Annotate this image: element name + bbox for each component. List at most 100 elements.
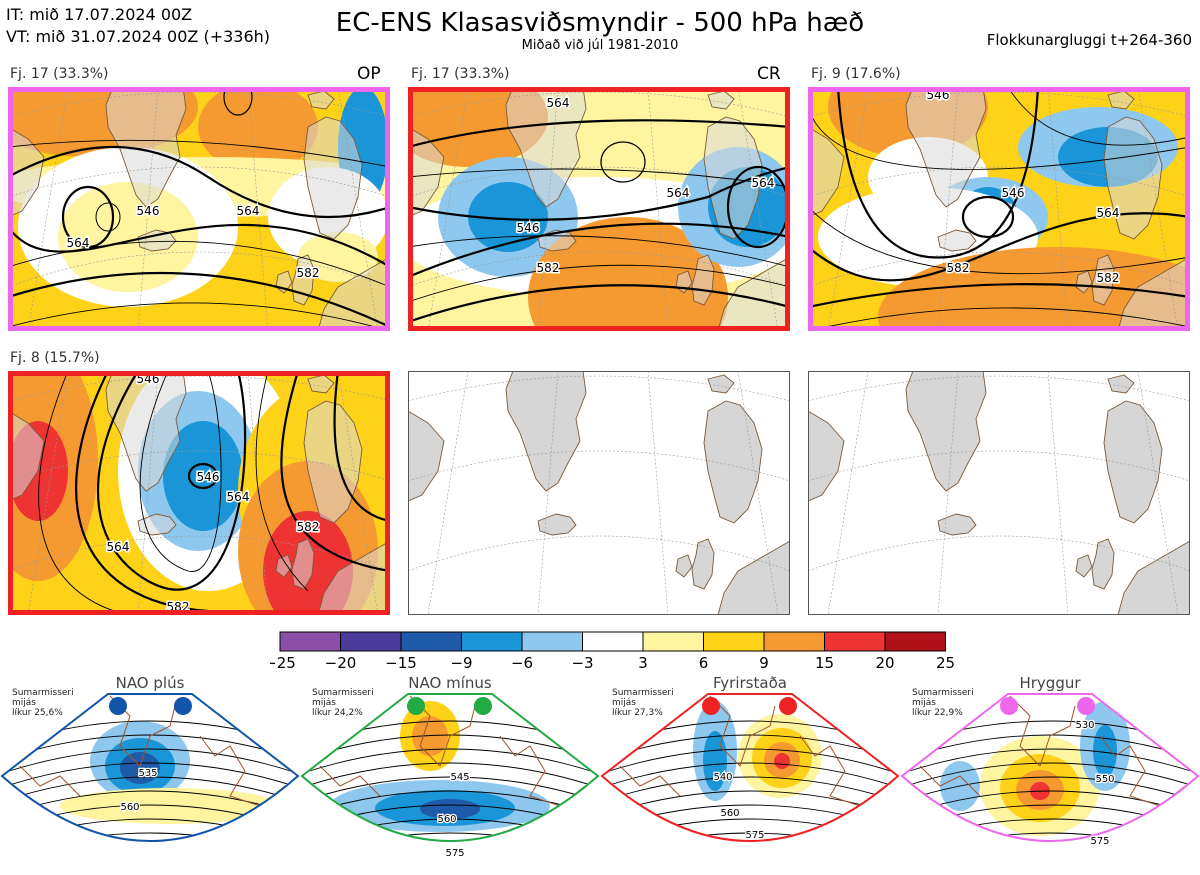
graticule bbox=[8, 371, 390, 615]
contour-line bbox=[95, 202, 121, 232]
europe-landmass bbox=[1117, 540, 1190, 615]
regime-info: Sumarmisseri mijás líkur 27,3% bbox=[612, 688, 674, 718]
iceland-landmass bbox=[137, 229, 177, 252]
regime-contour-label: 545 bbox=[450, 772, 469, 783]
scandinavia-landmass bbox=[1103, 400, 1163, 524]
regime-contour-label: 540 bbox=[713, 772, 732, 783]
contour-line bbox=[8, 139, 390, 168]
cluster-map-4: 546 546 564 564 582 582 bbox=[8, 371, 390, 615]
longitude-line bbox=[737, 87, 779, 331]
contour-line bbox=[8, 146, 390, 219]
land-layer bbox=[408, 371, 790, 615]
regime-contour-label: 560 bbox=[720, 808, 739, 819]
contour-label: 564 bbox=[547, 96, 570, 110]
regime-contour-label: 550 bbox=[1095, 774, 1114, 785]
regime-contour-line bbox=[2, 734, 298, 761]
regime-contour-line bbox=[902, 776, 1198, 803]
regime-marker-dot bbox=[474, 697, 492, 715]
latitude-line bbox=[8, 535, 390, 572]
anomaly-area bbox=[558, 87, 738, 137]
regime-contour-line bbox=[2, 832, 298, 841]
colorbar-tick-label: −25 bbox=[270, 654, 296, 672]
contour-line bbox=[408, 168, 790, 188]
iceland-landmass bbox=[937, 513, 977, 536]
latitude-line bbox=[808, 535, 1190, 572]
regime-contour-line bbox=[302, 748, 598, 775]
longitude-line bbox=[537, 371, 559, 615]
britain-landmass bbox=[691, 254, 715, 306]
regime-svg: 540 560 575 bbox=[600, 693, 900, 842]
regime-border bbox=[300, 693, 600, 842]
colorbar-tick-label: −3 bbox=[571, 654, 593, 672]
contour-label: 546 bbox=[1002, 186, 1025, 200]
land-layer bbox=[808, 371, 1190, 615]
contour-line bbox=[1007, 87, 1190, 146]
latitude-line bbox=[8, 375, 390, 402]
longitude-line bbox=[827, 87, 869, 331]
latitude-line bbox=[408, 450, 790, 482]
contour-label: 564 bbox=[237, 204, 260, 218]
colorbar-tick-label: 3 bbox=[638, 654, 648, 672]
contour-label: 582 bbox=[297, 266, 320, 280]
regime-info-clim: mijás bbox=[12, 698, 36, 708]
contour-line bbox=[408, 165, 790, 221]
regime-svg: 530 550 575 bbox=[900, 693, 1200, 848]
coast-america bbox=[19, 765, 81, 797]
greenland-landmass bbox=[505, 371, 587, 492]
regime-contour-line bbox=[2, 776, 298, 803]
contour-label: 564 bbox=[667, 186, 690, 200]
regime-svg: 535 560 bbox=[0, 693, 300, 842]
height-contours bbox=[38, 371, 390, 615]
latitude-line bbox=[408, 91, 790, 118]
longitude-line bbox=[827, 371, 869, 615]
canada-landmass bbox=[808, 410, 845, 502]
cluster-map-3: 546 546 564 582 582 bbox=[808, 87, 1190, 331]
europe-landmass bbox=[717, 540, 790, 615]
ireland-landmass bbox=[675, 554, 693, 578]
contour-label: 582 bbox=[1097, 271, 1120, 285]
anomaly-area bbox=[58, 182, 198, 292]
contour-line bbox=[97, 371, 247, 591]
regime-contour-line bbox=[602, 762, 898, 789]
regime-info-clim: mijás bbox=[912, 698, 936, 708]
colorbar-segment bbox=[824, 631, 886, 652]
regime-contour-line bbox=[2, 748, 298, 775]
regime-anomaly bbox=[120, 752, 160, 784]
regime-nao-minus: NAO mínus Sumarmisseri mijás líkur 24,2% 545… bbox=[300, 674, 600, 871]
regime-marker-dot bbox=[779, 697, 797, 715]
canada-landmass bbox=[408, 410, 445, 502]
regime-title: Fyrirstaða bbox=[713, 674, 787, 692]
colorbar-tick-label: −20 bbox=[325, 654, 357, 672]
greenland-landmass bbox=[905, 371, 987, 492]
contour-label: 546 bbox=[137, 372, 160, 386]
colorbar-segment bbox=[642, 631, 704, 652]
anomaly-area bbox=[163, 421, 243, 531]
longitude-line bbox=[1047, 87, 1069, 331]
longitude-line bbox=[937, 371, 959, 615]
land-layer bbox=[8, 371, 390, 615]
cluster-map-1: 564 546 564 582 bbox=[8, 87, 390, 331]
contour-line bbox=[38, 371, 129, 615]
regime-info: Sumarmisseri mijás líkur 22,9% bbox=[912, 688, 974, 718]
contour-label: 546 bbox=[137, 204, 160, 218]
latitude-line bbox=[408, 375, 790, 402]
anomaly-area bbox=[528, 217, 728, 331]
regime-title: Hryggur bbox=[1019, 674, 1081, 692]
regime-contour-line bbox=[902, 748, 1198, 775]
latitude-line bbox=[808, 450, 1190, 482]
regime-title: NAO plús bbox=[115, 674, 185, 692]
contour-line bbox=[408, 264, 790, 303]
panel-1-label: Fj. 17 (33.3%) bbox=[10, 66, 109, 82]
contour-line bbox=[408, 119, 790, 149]
contour-label: 564 bbox=[1097, 206, 1120, 220]
longitude-line bbox=[247, 87, 269, 331]
regime-anomaly bbox=[60, 788, 280, 824]
map-svg: 546 546 564 564 582 582 bbox=[8, 371, 390, 615]
contour-label: 546 bbox=[927, 88, 950, 102]
coast-greenland bbox=[1009, 695, 1076, 767]
graticule bbox=[808, 87, 1190, 331]
coast-america bbox=[319, 765, 381, 797]
regime-contour-line bbox=[602, 776, 898, 803]
contour-line bbox=[808, 106, 1190, 170]
longitude-line bbox=[427, 87, 469, 331]
